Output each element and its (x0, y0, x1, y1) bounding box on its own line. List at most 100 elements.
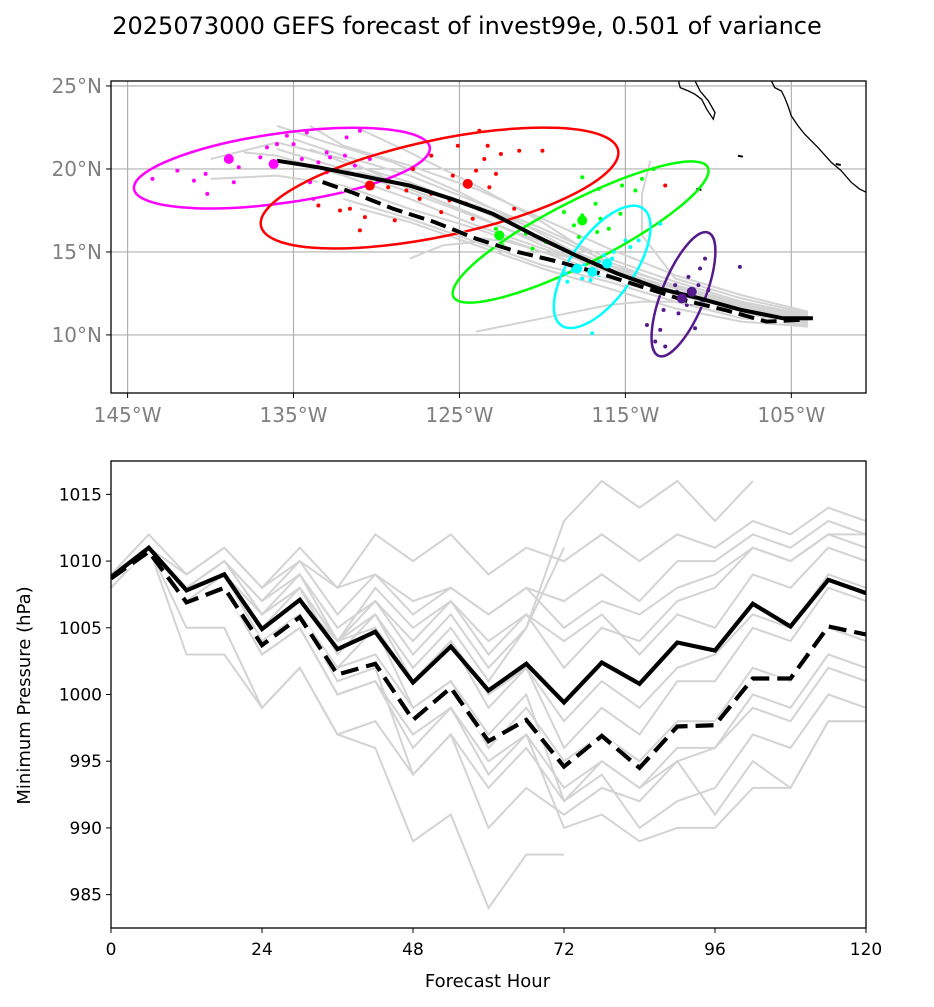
member-position (684, 303, 689, 308)
member-pressure-line (111, 533, 866, 670)
member-pressure-line (111, 546, 866, 763)
map-plot-area (111, 81, 866, 393)
mean-position-marker (364, 180, 375, 191)
spread-ellipse (132, 126, 432, 210)
member-position (150, 176, 155, 181)
spread-ellipse (451, 160, 710, 304)
map-ytick-label: 25°N (52, 74, 102, 98)
pressure-xtick-label: 72 (553, 940, 575, 960)
member-track (343, 197, 809, 326)
member-position (530, 246, 535, 251)
member-position (191, 178, 196, 183)
member-position (620, 183, 625, 188)
member-track (641, 160, 809, 315)
member-position (205, 191, 210, 196)
member-position (653, 339, 658, 344)
map-frame (110, 80, 867, 394)
figure-title: 2025073000 GEFS forecast of invest99e, 0… (112, 12, 822, 40)
pressure-ytick-label: 990 (70, 819, 102, 839)
member-position (658, 327, 663, 332)
coastline-baja (677, 81, 716, 121)
member-position (493, 226, 498, 231)
member-pressure-line (111, 545, 866, 817)
pressure-ytick-label: 1015 (59, 485, 102, 505)
pressure-ytick-label: 995 (70, 752, 102, 772)
member-position (590, 331, 595, 336)
mean-position-marker (223, 154, 234, 164)
member-position (628, 244, 633, 249)
member-position (596, 186, 601, 191)
member-position (601, 253, 606, 258)
member-position (439, 210, 444, 215)
member-position (291, 142, 296, 147)
member-pressure-line (111, 546, 866, 656)
member-position (571, 223, 576, 228)
member-position (512, 206, 517, 211)
mean-position-marker (577, 215, 588, 226)
member-position (639, 176, 644, 181)
member-position (703, 256, 708, 261)
member-position (264, 145, 269, 150)
member-position (362, 215, 367, 220)
member-position (588, 278, 593, 283)
map-ytick-label: 10°N (52, 323, 102, 347)
member-position (311, 196, 316, 201)
member-position (411, 166, 415, 171)
member-track (343, 171, 809, 320)
member-position (342, 153, 347, 158)
member-pressure-line (111, 519, 866, 616)
member-position (429, 153, 434, 158)
map-xtick-label: 115°W (591, 403, 659, 427)
island (737, 154, 744, 158)
map-xtick-label: 125°W (425, 403, 493, 427)
mean-pressure-line (111, 544, 866, 706)
member-position (663, 344, 668, 349)
map-xtick-label: 145°W (94, 403, 162, 427)
member-track (359, 207, 808, 328)
member-position (455, 143, 460, 148)
pressure-ytick-label: 1010 (59, 552, 102, 572)
pressure-xtick-label: 96 (704, 940, 726, 960)
member-position (580, 276, 585, 281)
pressure-xtick-label: 24 (251, 940, 273, 960)
member-position (706, 288, 711, 293)
pressure-ytick-label: 985 (70, 886, 102, 906)
member-track (293, 138, 809, 316)
member-position (580, 175, 585, 180)
member-position (623, 238, 628, 243)
member-position (595, 230, 600, 235)
pressure-xlabel: Forecast Hour (425, 971, 551, 992)
member-position (493, 171, 498, 176)
mean-position-marker (587, 266, 598, 277)
pressure-plot-area (111, 479, 866, 911)
pressure-ylabel: Minimum Pressure (hPa) (14, 586, 35, 804)
member-position (696, 283, 701, 288)
member-position (284, 133, 289, 138)
map-xtick-label: 135°W (260, 403, 328, 427)
member-position (693, 326, 698, 331)
member-pressure-line (111, 546, 866, 750)
control-pressure-line (111, 548, 866, 771)
member-position (593, 201, 598, 206)
member-position (686, 274, 691, 279)
control-track (317, 178, 800, 324)
member-position (498, 152, 503, 157)
member-position (644, 322, 649, 327)
member-position (417, 196, 422, 201)
member-position (663, 183, 668, 188)
member-position (231, 180, 236, 185)
member-position (175, 168, 180, 173)
member-position (563, 271, 568, 276)
member-position (698, 266, 703, 271)
member-position (636, 238, 641, 243)
pressure-xtick-label: 120 (850, 940, 882, 960)
track-map-panel: 145°W 135°W 125°W 115°W 105°W 25°N 20°N 15°N 10°… (52, 74, 867, 427)
member-position (540, 148, 545, 153)
member-position (357, 128, 362, 133)
mean-position-marker (572, 263, 583, 274)
member-position (236, 165, 241, 170)
member-position (258, 155, 263, 160)
mean-position-marker (462, 178, 473, 189)
member-position (324, 150, 329, 155)
